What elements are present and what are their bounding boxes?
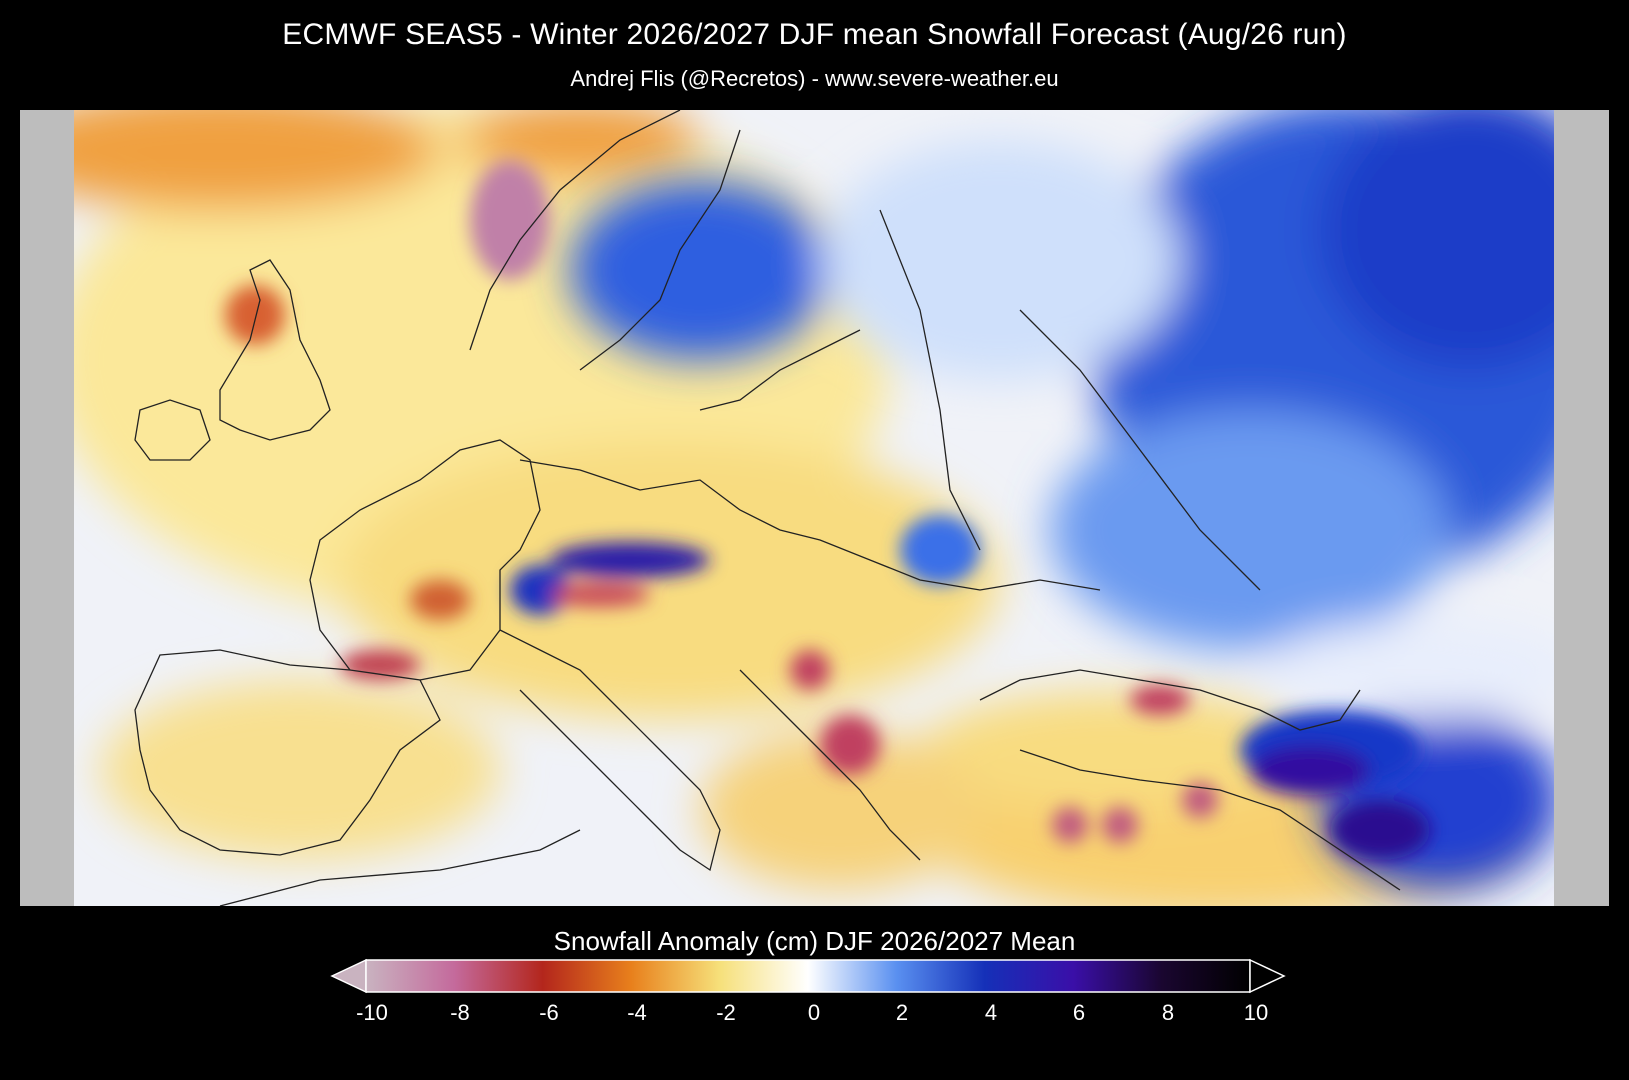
coastline-france	[309, 439, 541, 681]
tick-label: -10	[356, 1000, 388, 1025]
border-russia	[1019, 309, 1261, 591]
tick-label: 4	[984, 1000, 998, 1025]
coastline-scandinavia	[469, 110, 681, 351]
colorbar-gradient	[365, 959, 1251, 993]
tick-label: 8	[1161, 1000, 1175, 1025]
colorbar	[330, 956, 1300, 996]
legend-title: Snowfall Anomaly (cm) DJF 2026/2027 Mean	[553, 926, 1076, 956]
coastlines-and-borders	[134, 110, 1401, 906]
tick-label: -6	[539, 1000, 559, 1025]
coastline-black-sea	[979, 669, 1361, 731]
snowfall-anomaly-map	[20, 110, 1609, 906]
coastline-italy	[499, 629, 721, 872]
coastline-sweden	[579, 129, 741, 371]
chart-title: ECMWF SEAS5 - Winter 2026/2027 DJF mean …	[282, 18, 1347, 51]
map-side-bar-right	[1554, 110, 1609, 906]
tick-label: -8	[450, 1000, 470, 1025]
tick-label: 2	[895, 1000, 909, 1025]
tick-label: -2	[716, 1000, 736, 1025]
border-central-europe	[519, 459, 1101, 591]
tick-label: -4	[627, 1000, 647, 1025]
coastline-ireland	[134, 399, 211, 461]
positive-anomaly-field	[570, 110, 1554, 890]
coastline-britain	[219, 259, 331, 441]
border-eastern-europe	[879, 209, 981, 551]
map-side-bar-left	[20, 110, 74, 906]
negative-anomaly-field	[74, 110, 1520, 906]
coastline-north-africa	[219, 829, 581, 906]
colorbar-arrow-right	[1249, 958, 1286, 994]
chart-subtitle: Andrej Flis (@Recretos) - www.severe-wea…	[570, 66, 1059, 91]
local-anomaly-features	[225, 160, 1430, 860]
coastline-turkey	[1019, 749, 1401, 891]
coastline-balkans	[739, 669, 921, 861]
tick-label: 0	[807, 1000, 821, 1025]
tick-label: 10	[1243, 1000, 1269, 1025]
colorbar-arrow-left	[330, 958, 367, 994]
coastline-iberia	[134, 649, 441, 856]
tick-label: 6	[1072, 1000, 1086, 1025]
coastline-baltic	[699, 329, 861, 411]
